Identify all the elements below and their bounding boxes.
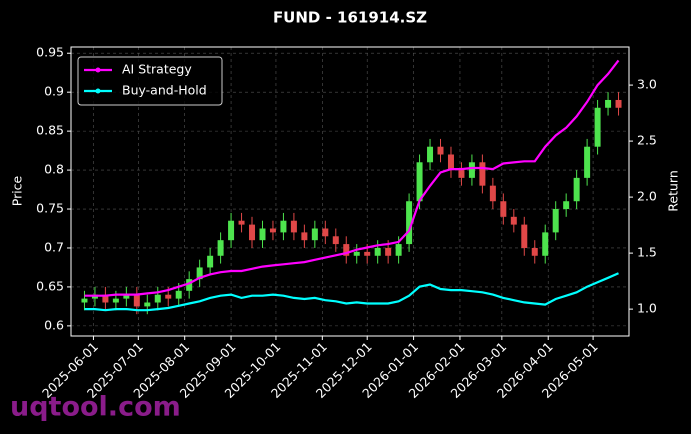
candle-body [531, 247, 538, 256]
plot-frame [70, 46, 630, 337]
legend-marker [95, 67, 101, 73]
legend-label: AI Strategy [122, 62, 192, 77]
candle-body [447, 154, 454, 171]
candle-body [563, 201, 570, 210]
y-tick-label: 0.75 [36, 201, 64, 216]
candle-body [500, 201, 507, 217]
candle-body [427, 146, 434, 163]
candle-body [144, 302, 151, 307]
candle-body [81, 298, 88, 303]
candle-body [165, 294, 172, 299]
y-tick-label: 0.65 [36, 278, 64, 293]
candle-body [437, 146, 444, 155]
candle-body [374, 247, 381, 256]
candle-body [406, 201, 413, 245]
legend-marker [95, 88, 101, 94]
candle-body [154, 294, 161, 303]
candle-body [343, 244, 350, 256]
y2-tick-label: 2.5 [637, 133, 657, 148]
candle-body [207, 255, 214, 268]
candle-body [584, 146, 591, 178]
y2-tick-label: 1.5 [637, 245, 657, 260]
chart-title: FUND - 161914.SZ [273, 9, 427, 27]
candle-body [573, 177, 580, 202]
y2-axis-label: Return [666, 170, 681, 211]
y2-tick-label: 1.0 [637, 301, 657, 316]
candle-body [311, 228, 318, 241]
candle-body [489, 185, 496, 202]
y-axis-label: Price [10, 175, 25, 206]
candle-body [301, 232, 308, 241]
candle-body [259, 228, 266, 241]
candle-body [175, 290, 182, 299]
candle-body [332, 236, 339, 245]
watermark: uqtool.com [10, 392, 181, 423]
candle-body [468, 162, 475, 178]
y-tick-label: 0.95 [36, 45, 64, 60]
candle-body [605, 99, 612, 108]
candle-body [238, 220, 245, 225]
candle-body [364, 251, 371, 256]
y-tick-label: 0.6 [44, 317, 64, 332]
y-tick-label: 0.9 [44, 84, 64, 99]
y-tick-label: 0.7 [44, 239, 64, 254]
candle-body [249, 224, 256, 241]
candle-body [385, 247, 392, 256]
candle-body [290, 220, 297, 233]
candle-body [615, 99, 622, 108]
y-tick-label: 0.85 [36, 123, 64, 138]
candle-body [322, 228, 329, 237]
candle-body [395, 244, 402, 256]
candle-body [269, 228, 276, 233]
legend-label: Buy-and-Hold [122, 83, 207, 98]
candle-body [552, 209, 559, 233]
legend-box [77, 56, 223, 106]
y2-tick-label: 2.0 [637, 189, 657, 204]
candle-body [133, 294, 140, 307]
candle-body [217, 240, 224, 256]
y2-tick-label: 3.0 [637, 77, 657, 92]
candle-body [123, 294, 130, 299]
candle-body [186, 279, 193, 291]
legend: AI Strategy Buy-and-Hold [77, 56, 223, 106]
candle-body [479, 162, 486, 186]
candle-body [521, 224, 528, 248]
candle-body [542, 232, 549, 256]
candle-body [353, 251, 360, 256]
candle-body [196, 267, 203, 280]
candle-body [594, 107, 601, 147]
line-series [84, 59, 620, 297]
candle-body [280, 220, 287, 233]
candle-body [228, 220, 235, 241]
candle-body [112, 298, 119, 303]
line-series [84, 272, 619, 312]
candle-body [510, 216, 517, 225]
candle-body [102, 294, 109, 303]
candle-body [458, 170, 465, 178]
y-tick-label: 0.8 [44, 162, 64, 177]
candle-body [416, 162, 423, 202]
